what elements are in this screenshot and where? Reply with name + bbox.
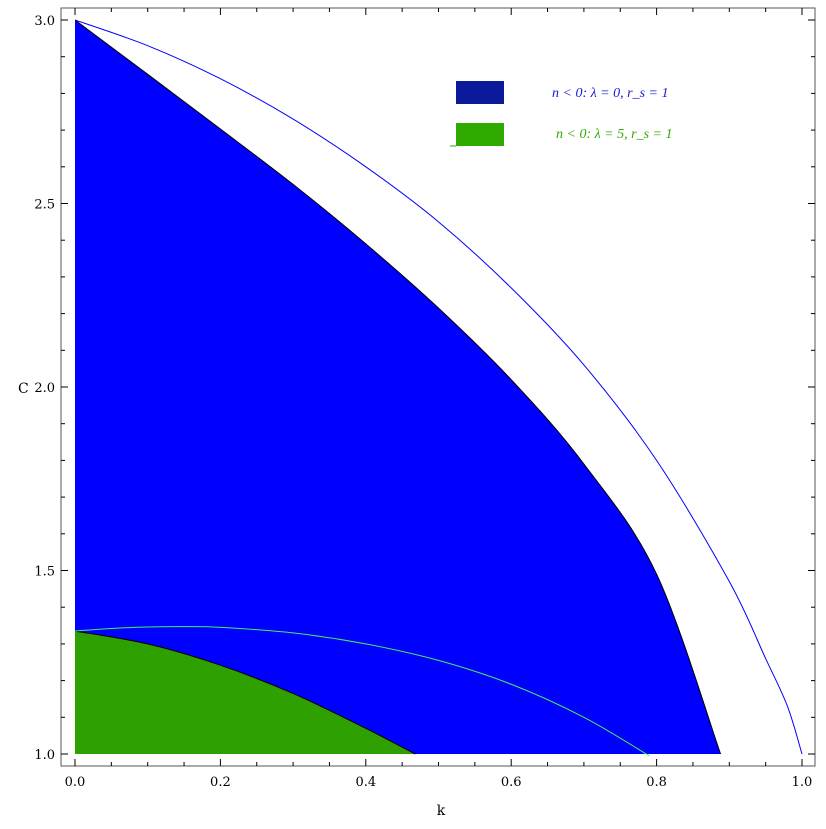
x-tick-label: 0.0: [65, 775, 86, 790]
x-axis-label: k: [437, 803, 446, 819]
y-tick-label: 1.0: [34, 748, 55, 763]
region-series-2: [75, 631, 416, 754]
y-tick-label: 3.0: [34, 14, 55, 29]
region-boundary-series-1: [75, 19, 722, 755]
legend: n < 0: λ = 0, r_s = 1 n < 0: λ = 5, r_s …: [450, 81, 672, 147]
x-tick-label: 0.6: [501, 775, 522, 790]
x-tick-label: 1.0: [792, 775, 813, 790]
legend-swatch-series-1: [456, 81, 504, 104]
region-boundary-series-2: [75, 630, 416, 755]
x-tick-label: 0.4: [355, 775, 376, 790]
region-series-1: [75, 20, 721, 754]
curve-series-3: [75, 19, 803, 755]
curve-series-4: [75, 626, 650, 757]
x-tick-label: 0.8: [646, 775, 667, 790]
y-tick-label: 2.5: [34, 198, 55, 213]
x-tick-label: 0.2: [210, 775, 231, 790]
legend-label-series-1: n < 0: λ = 0, r_s = 1: [552, 86, 668, 101]
y-tick-label: 1.5: [34, 565, 55, 580]
legend-swatch-series-2: [456, 123, 504, 146]
legend-label-series-2: n < 0: λ = 5, r_s = 1: [556, 127, 672, 142]
y-axis-label: C: [18, 381, 29, 397]
y-tick-label: 2.0: [34, 381, 55, 396]
